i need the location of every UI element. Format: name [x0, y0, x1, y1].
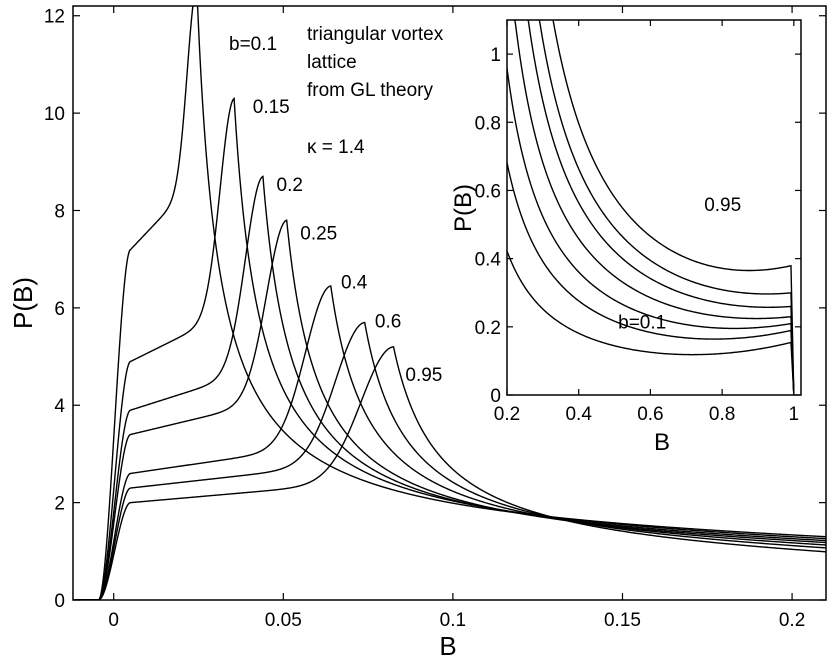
inset-y-axis-title: P(B): [450, 184, 477, 232]
inset-curve-b-0-1: [507, 250, 795, 395]
main-curve-label-0-25: 0.25: [300, 224, 337, 245]
main-curve-label-0-95: 0.95: [405, 365, 442, 386]
inset-curves: [507, 20, 795, 395]
inset-y-tick-label: 0.4: [475, 250, 502, 271]
main-x-tick-label: 0.15: [604, 610, 641, 631]
main-curve-label-0-15: 0.15: [253, 97, 290, 118]
main-y-tick-label: 10: [44, 104, 65, 125]
main-x-tick-label: 0.2: [779, 610, 805, 631]
main-x-axis-title: B: [439, 631, 456, 659]
main-curve-0-25: [73, 219, 826, 600]
inset-plot: 0.2 0.4 0.6 0.8 1 00.20.40.60.81 0.95b=0.1 B…: [450, 19, 802, 456]
main-curve-label-b-0-1: b=0.1: [229, 34, 277, 55]
main-x-tick-label: 0: [108, 610, 119, 631]
main-curve-label-0-4: 0.4: [341, 272, 368, 293]
main-curve-b-0-1: [73, 6, 826, 600]
main-curve-0-15: [73, 96, 826, 600]
main-x-tick-label: 0.1: [440, 610, 466, 631]
inset-y-tick-label: 0.2: [475, 318, 501, 339]
inset-y-axis-ticks: 0 0.2 0.4 0.6 0.8 1: [475, 45, 801, 407]
inset-curve-0-95: [552, 20, 795, 395]
main-y-axis-title: P(B): [8, 277, 38, 329]
inset-x-tick-label: 0.8: [709, 404, 735, 425]
note-line-3: from GL theory: [307, 80, 434, 101]
inset-x-tick-label: 0.4: [565, 404, 592, 425]
inset-curve-labels: 0.95 b=0.1: [618, 195, 741, 334]
inset-plot-frame: [506, 19, 802, 396]
inset-x-axis-ticks: 0.2 0.4 0.6 0.8 1: [494, 20, 799, 425]
main-curves: [73, 6, 826, 600]
inset-y-tick-label: 1: [490, 45, 501, 66]
inset-x-tick-label: 0.2: [494, 404, 520, 425]
main-y-tick-label: 2: [54, 494, 65, 515]
inset-curve-curve-1: [507, 162, 795, 395]
inset-curve-curve-5: [538, 20, 795, 395]
main-y-tick-label: 12: [44, 7, 65, 28]
inset-x-axis-title: B: [654, 429, 670, 456]
inset-curve-curve-3: [514, 20, 795, 395]
inset-y-tick-label: 0.6: [475, 181, 501, 202]
inset-curve-label-0-95: 0.95: [704, 195, 741, 216]
main-x-tick-label: 0.05: [265, 610, 302, 631]
main-curve-0-2: [73, 175, 826, 600]
main-curve-label-0-6: 0.6: [375, 311, 401, 332]
main-curve-0-95: [73, 346, 826, 600]
kappa-label: κ = 1.4: [307, 137, 365, 158]
inset-curve-curve-4: [527, 20, 795, 395]
inset-curve-label-b-0-1: b=0.1: [618, 313, 666, 334]
main-y-tick-label: 6: [54, 299, 65, 320]
main-x-axis-ticks: 0 0.05 0.1 0.15 0.2: [108, 6, 805, 631]
inset-x-tick-label: 0.6: [637, 404, 663, 425]
inset-curve-curve-2: [507, 68, 795, 395]
main-y-tick-label: 4: [54, 396, 65, 417]
inset-y-tick-label: 0: [490, 386, 501, 407]
note-line-1: triangular vortex: [307, 24, 444, 45]
inset-x-tick-label: 1: [789, 404, 800, 425]
main-curve-0-6: [73, 321, 826, 600]
main-note: triangular vortex lattice from GL theory…: [307, 24, 444, 158]
note-line-2: lattice: [307, 52, 357, 73]
main-curve-label-0-2: 0.2: [277, 175, 303, 196]
main-curve-0-4: [73, 285, 826, 600]
main-curve-labels: b=0.1 0.15 0.2 0.25 0.4 0.6 0.95: [229, 34, 442, 386]
main-y-tick-label: 8: [54, 201, 65, 222]
inset-y-tick-label: 0.8: [475, 113, 501, 134]
main-y-tick-label: 0: [54, 591, 65, 612]
